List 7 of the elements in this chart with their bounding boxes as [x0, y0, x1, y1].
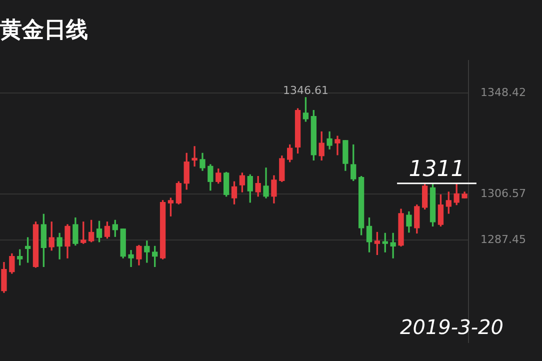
y-tick-label: 1306.57	[480, 186, 526, 200]
annotation: 2019-3-20	[400, 315, 504, 340]
ref-line-label: 1311	[408, 157, 465, 182]
y-tick-label: 1348.42	[480, 86, 526, 99]
y-tick-label: 1287.45	[480, 232, 526, 246]
annotation: 1346.61	[282, 84, 328, 97]
chart-title: 黄金日线	[0, 16, 88, 43]
